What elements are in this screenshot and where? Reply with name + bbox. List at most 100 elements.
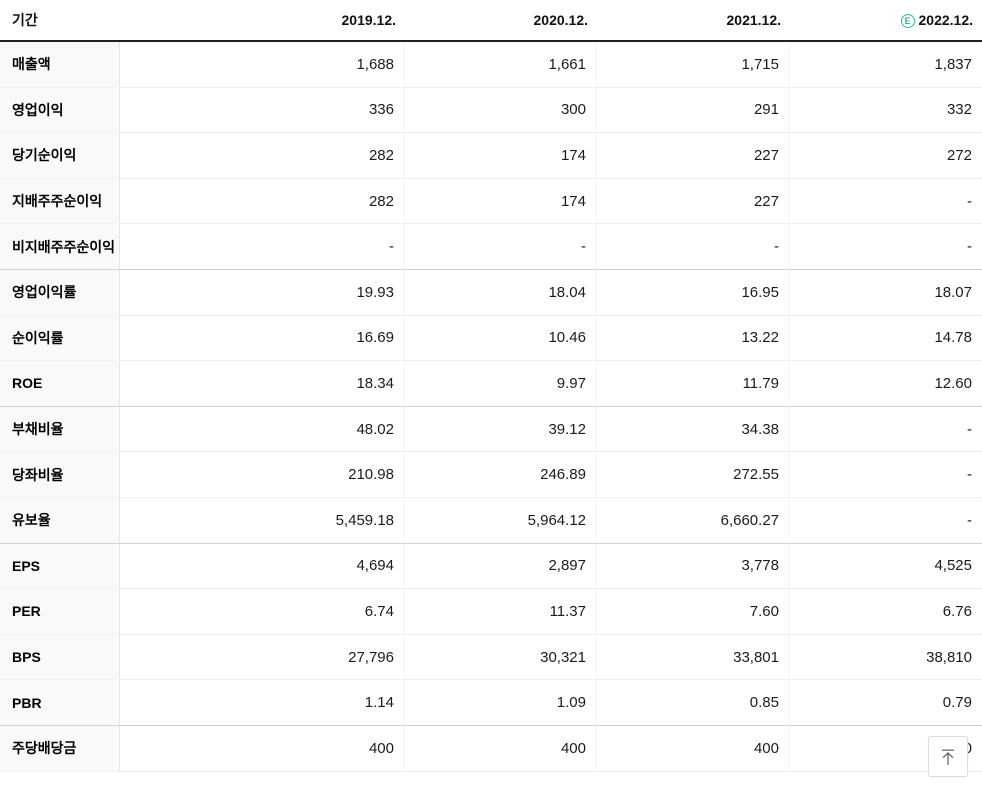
- table-row: 지배주주순이익 282 174 227-: [0, 178, 982, 225]
- row-label: 당기순이익: [0, 133, 120, 179]
- value-cell: 400: [120, 725, 405, 772]
- value-cell: 1,661: [405, 42, 597, 88]
- value-cell: 18.04: [405, 269, 597, 316]
- value-cell: 1,688: [120, 42, 405, 88]
- column-header-2022-12-estimate: E 2022.12.: [790, 0, 982, 42]
- column-header-period: 기간: [0, 0, 120, 42]
- value-cell: 400: [405, 725, 597, 772]
- value-cell: 227: [597, 133, 790, 179]
- value-cell: -: [120, 224, 405, 270]
- value-cell: 19.93: [120, 269, 405, 316]
- row-label: EPS: [0, 543, 120, 590]
- value-cell: 210.98: [120, 452, 405, 498]
- table-row: 부채비율 48.02 39.12 34.38-: [0, 406, 982, 453]
- value-cell: 291: [597, 87, 790, 134]
- row-label: 주당배당금: [0, 725, 120, 772]
- table-row: ROE 18.34 9.97 11.79 12.60: [0, 361, 982, 407]
- value-cell: 6.76: [790, 589, 982, 635]
- row-label: 비지배주주순이익: [0, 224, 120, 270]
- row-label: 유보율: [0, 497, 120, 544]
- value-cell: 1,715: [597, 42, 790, 88]
- value-cell: 16.69: [120, 315, 405, 362]
- value-cell: 300: [405, 87, 597, 134]
- value-cell: -: [790, 406, 982, 453]
- column-header-2021-12: 2021.12.: [597, 0, 790, 42]
- row-label: 지배주주순이익: [0, 178, 120, 225]
- column-header-2020-12: 2020.12.: [405, 0, 597, 42]
- value-cell: 39.12: [405, 406, 597, 453]
- row-label: 영업이익률: [0, 269, 120, 316]
- value-cell: 18.07: [790, 269, 982, 316]
- value-cell: 48.02: [120, 406, 405, 453]
- value-cell: -: [405, 224, 597, 270]
- value-cell: 18.34: [120, 361, 405, 407]
- value-cell: 34.38: [597, 406, 790, 453]
- value-cell: 272.55: [597, 452, 790, 498]
- value-cell: -: [790, 497, 982, 544]
- table-row: 당좌비율 210.98 246.89 272.55-: [0, 452, 982, 498]
- value-cell: 13.22: [597, 315, 790, 362]
- table-row: 비지배주주순이익 - - - -: [0, 224, 982, 270]
- value-cell: 4,525: [790, 543, 982, 590]
- value-cell: 6.74: [120, 589, 405, 635]
- arrow-up-to-top-icon: [937, 746, 959, 768]
- value-cell: 282: [120, 178, 405, 225]
- value-cell: 336: [120, 87, 405, 134]
- value-cell: 38,810: [790, 634, 982, 681]
- value-cell: 7.60: [597, 589, 790, 635]
- value-cell: 332: [790, 87, 982, 134]
- table-row: 유보율 5,459.18 5,964.12 6,660.27-: [0, 497, 982, 544]
- table-row: 순이익률 16.69 10.46 13.22 14.78: [0, 315, 982, 362]
- value-cell: 9.97: [405, 361, 597, 407]
- value-cell: 30,321: [405, 634, 597, 681]
- row-label: PER: [0, 589, 120, 635]
- table-row: 매출액 1,688 1,661 1,715 1,837: [0, 42, 982, 88]
- value-cell: 174: [405, 178, 597, 225]
- column-header-2019-12: 2019.12.: [120, 0, 405, 42]
- table-body: 매출액 1,688 1,661 1,715 1,837 영업이익 336 300 291 332 당…: [0, 42, 982, 772]
- value-cell: 174: [405, 133, 597, 179]
- value-cell: 3,778: [597, 543, 790, 590]
- value-cell: 272: [790, 133, 982, 179]
- scroll-to-top-button[interactable]: [928, 736, 968, 777]
- value-cell: 0.79: [790, 680, 982, 726]
- table-row: PER 6.74 11.37 7.60 6.76: [0, 589, 982, 635]
- value-cell: 12.60: [790, 361, 982, 407]
- row-label: 당좌비율: [0, 452, 120, 498]
- value-cell: 33,801: [597, 634, 790, 681]
- row-label: 부채비율: [0, 406, 120, 453]
- value-cell: 282: [120, 133, 405, 179]
- value-cell: 5,964.12: [405, 497, 597, 544]
- value-cell: 1.09: [405, 680, 597, 726]
- value-cell: 16.95: [597, 269, 790, 316]
- row-label: PBR: [0, 680, 120, 726]
- table-header-row: 기간 2019.12. 2020.12. 2021.12. E 2022.12.: [0, 0, 982, 42]
- value-cell: 10.46: [405, 315, 597, 362]
- value-cell: 400: [597, 725, 790, 772]
- value-cell: 5,459.18: [120, 497, 405, 544]
- row-label: 매출액: [0, 42, 120, 88]
- value-cell: 11.37: [405, 589, 597, 635]
- value-cell: 1.14: [120, 680, 405, 726]
- table-row: 영업이익률 19.93 18.04 16.95 18.07: [0, 269, 982, 316]
- value-cell: -: [790, 224, 982, 270]
- value-cell: 2,897: [405, 543, 597, 590]
- table-row: BPS 27,796 30,321 33,801 38,810: [0, 634, 982, 681]
- row-label: BPS: [0, 634, 120, 681]
- value-cell: 27,796: [120, 634, 405, 681]
- row-label: 영업이익: [0, 87, 120, 134]
- table-row: 영업이익 336 300 291 332: [0, 87, 982, 134]
- value-cell: 14.78: [790, 315, 982, 362]
- table-row: EPS 4,694 2,897 3,778 4,525: [0, 543, 982, 590]
- estimate-badge-icon: E: [900, 14, 915, 29]
- row-label: ROE: [0, 361, 120, 407]
- table-row: 주당배당금400400400400: [0, 725, 982, 772]
- value-cell: -: [790, 178, 982, 225]
- value-cell: 0.85: [597, 680, 790, 726]
- value-cell: 246.89: [405, 452, 597, 498]
- column-header-2022-12-label: 2022.12.: [918, 11, 974, 28]
- value-cell: 11.79: [597, 361, 790, 407]
- value-cell: 1,837: [790, 42, 982, 88]
- value-cell: -: [790, 452, 982, 498]
